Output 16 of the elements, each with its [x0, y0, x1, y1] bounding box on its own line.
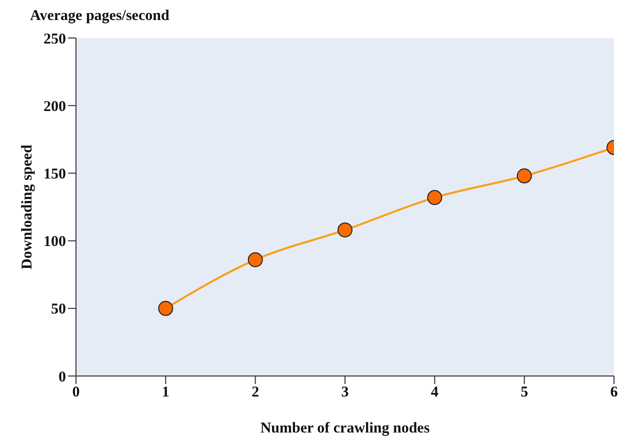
- x-tick-label: 0: [72, 384, 80, 401]
- y-tick-label: 100: [44, 234, 66, 250]
- y-axis-title: Downloading speed: [19, 144, 36, 270]
- chart-title: Average pages/second: [30, 8, 170, 25]
- y-tick-label: 200: [44, 98, 66, 115]
- x-axis-title: Number of crawling nodes: [260, 420, 430, 437]
- y-tick-label: 250: [44, 31, 66, 48]
- y-tick-label: 0: [58, 369, 66, 386]
- x-tick-label: 5: [520, 384, 528, 401]
- y-tick-label: 150: [44, 166, 66, 183]
- x-tick-label: 3: [341, 384, 349, 401]
- x-tick-label: 2: [252, 384, 260, 401]
- y-tick-label: 50: [51, 302, 66, 318]
- x-tick-label: 1: [162, 384, 170, 401]
- x-tick-label: 4: [430, 384, 439, 401]
- x-tick-label: 6: [610, 384, 618, 401]
